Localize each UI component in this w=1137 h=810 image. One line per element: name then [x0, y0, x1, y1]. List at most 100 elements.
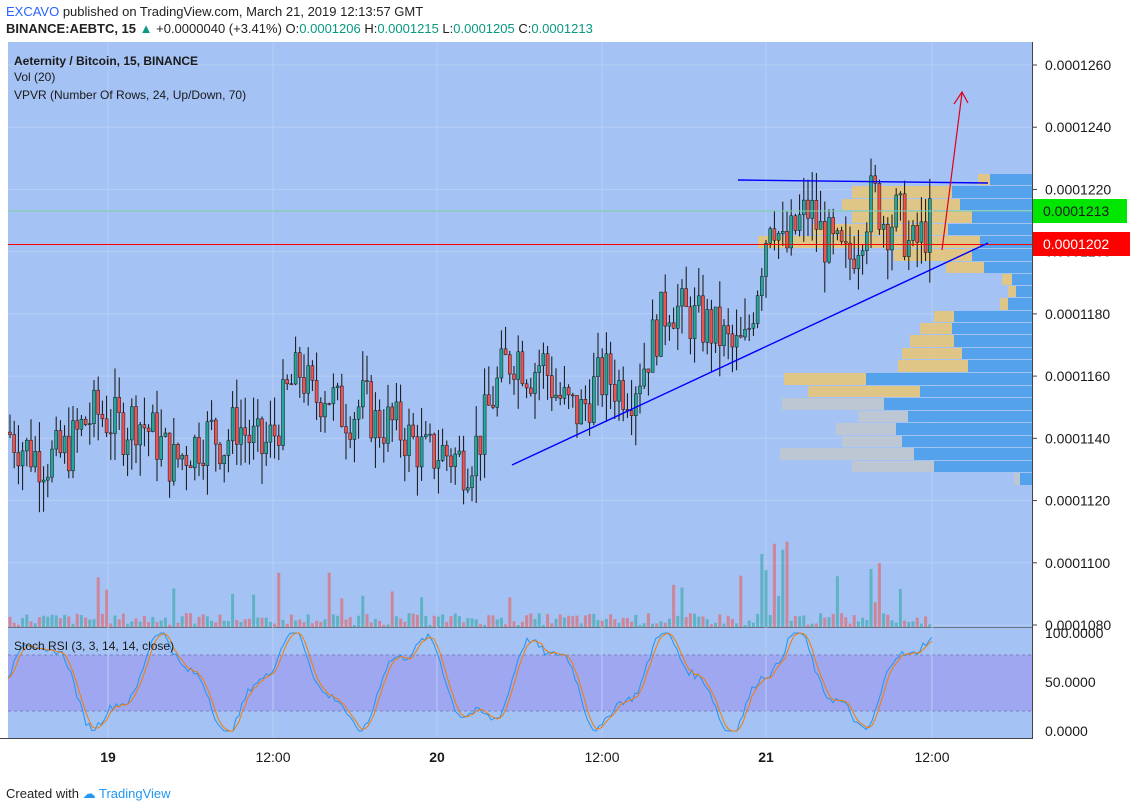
volume-bar [159, 620, 163, 627]
candle-body [600, 357, 604, 396]
volume-bar [252, 594, 256, 627]
volume-bar [751, 622, 755, 627]
volume-bar [621, 617, 625, 627]
last-price-label: 0.0001213 [1043, 203, 1109, 219]
volume-bar [474, 619, 478, 627]
candle-body [302, 377, 306, 394]
candle-body [130, 406, 134, 441]
volume-bar [33, 623, 37, 627]
candle-body [193, 437, 197, 469]
candle-body [260, 418, 264, 454]
candle-body [226, 440, 231, 456]
volume-bar [756, 613, 760, 627]
volume-bar [512, 621, 516, 627]
trend-line-resistance[interactable] [737, 179, 989, 184]
candle-body [214, 419, 218, 445]
volume-bar [428, 624, 432, 627]
candle-body [365, 380, 369, 382]
candle-body [230, 407, 235, 442]
candle-body [709, 309, 714, 344]
candle-body [197, 437, 201, 464]
footer-brand[interactable]: TradingView [98, 786, 171, 801]
vpvr-row-up [1008, 298, 1032, 310]
candle-body [54, 430, 58, 450]
candle-body [46, 476, 50, 481]
candle-body [730, 333, 735, 348]
candle-body [659, 291, 663, 357]
candle-body [571, 394, 575, 397]
volume-bar [735, 623, 739, 627]
trend-line-support[interactable] [511, 242, 989, 466]
time-tick-label: 12:00 [255, 749, 290, 765]
volume-bar [508, 597, 512, 627]
volume-bar [886, 614, 890, 627]
volume-bar [529, 613, 533, 627]
candle-body [537, 365, 541, 373]
time-axis-labels: 19 12:00 20 12:00 21 12:00 [100, 749, 950, 765]
volume-bar [537, 613, 541, 627]
time-tick-label: 19 [100, 749, 116, 765]
volume-bar [877, 563, 881, 627]
volume-bar [189, 613, 193, 627]
volume-bar [617, 622, 621, 627]
volume-bar [928, 624, 932, 627]
volume-bar [394, 616, 398, 627]
candle-body [495, 377, 499, 408]
volume-bar [100, 613, 104, 627]
volume-bar [466, 618, 470, 627]
candle-body [676, 305, 680, 329]
volume-bar [407, 613, 411, 627]
candle-body [671, 322, 676, 329]
candle-body [886, 224, 890, 251]
candle-body [844, 241, 848, 244]
candle-series [8, 158, 932, 513]
time-tick-label: 21 [758, 749, 774, 765]
candle-body [768, 228, 772, 244]
volume-bar [592, 613, 596, 627]
volume-bar [919, 623, 923, 627]
candle-body [789, 215, 793, 249]
candle-body [562, 387, 567, 399]
author-link[interactable]: EXCAVO [6, 4, 60, 19]
volume-bar [298, 619, 302, 627]
vpvr-row-up [954, 311, 1032, 322]
candle-body [29, 439, 33, 468]
price-tick-label: 0.0001100 [1045, 555, 1110, 571]
tradingview-logo-icon[interactable]: ☁ [82, 786, 96, 801]
volume-bar [869, 568, 873, 627]
volume-bar [319, 621, 323, 627]
candle-body [688, 306, 693, 339]
candle-body [911, 225, 915, 241]
candle-body [802, 199, 806, 216]
projection-arrow[interactable] [941, 92, 963, 251]
candle-body [608, 353, 613, 385]
volume-bar [546, 614, 550, 627]
candle-body [734, 335, 739, 348]
candle-body [705, 309, 709, 343]
volume-bar [357, 615, 361, 627]
candle-body [579, 399, 583, 425]
volume-bar [445, 621, 449, 627]
candle-body [512, 373, 516, 380]
vpvr-row-down [946, 262, 984, 273]
candle-body [827, 217, 831, 263]
time-axis[interactable] [0, 738, 1137, 778]
volume-bar [806, 624, 810, 627]
vpvr-row-up [866, 373, 1032, 385]
price-axis[interactable] [1033, 42, 1137, 738]
price-tick-label: 0.0001180 [1045, 306, 1110, 322]
price-chart[interactable]: Aeternity / Bitcoin, 15, BINANCE Vol (20… [0, 0, 1137, 778]
volume-bar [361, 595, 365, 627]
candle-body [524, 383, 529, 389]
candle-body [915, 225, 919, 243]
volume-bar [457, 616, 461, 627]
candle-body [88, 423, 92, 425]
candle-body [289, 383, 294, 386]
volume-bar [890, 620, 894, 627]
volume-bar [907, 622, 911, 627]
volume-bar [911, 621, 915, 627]
volume-bar [915, 617, 919, 627]
volume-bar [646, 613, 650, 627]
open-label: O: [285, 21, 300, 36]
candle-body [655, 319, 659, 357]
